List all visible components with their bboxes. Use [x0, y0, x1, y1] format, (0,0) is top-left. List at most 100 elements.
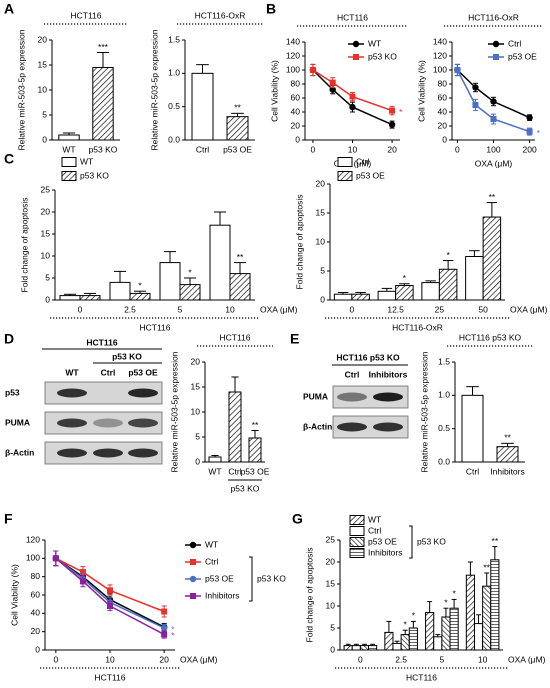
y-tick-label: 10 [41, 250, 51, 260]
group-label: HCT116 [94, 672, 125, 682]
marker [472, 84, 479, 91]
bar [208, 456, 222, 463]
bar [248, 437, 262, 463]
marker [490, 98, 497, 105]
y-axis-label: Relative miR-503-5p expression [169, 351, 179, 472]
marker [349, 103, 356, 111]
y-tick-label: 0 [295, 134, 300, 144]
bar [129, 292, 151, 301]
y-axis-label: Cell Viability (%) [9, 564, 19, 626]
x-tick-label: Inhibitors [490, 466, 525, 476]
x-tick-label: 20 [387, 144, 397, 154]
bar [351, 293, 370, 301]
significance: *** [98, 42, 109, 52]
x-tick-label: 2.5 [395, 654, 407, 664]
x-tick-label: 0 [455, 144, 460, 154]
y-tick-label: 80 [31, 571, 41, 581]
significance: * [171, 631, 175, 641]
chart-title: HCT116 [219, 332, 250, 342]
legend-marker [189, 575, 197, 583]
chart-title: HCT116-OxR [468, 12, 519, 22]
bar [226, 116, 249, 141]
series-line [55, 557, 165, 636]
x-tick-label: p53 KO [89, 144, 118, 154]
legend-label: p53 OE [356, 170, 385, 180]
legend-label: WT [368, 38, 381, 48]
group-label: HCT116 [139, 322, 170, 332]
significance: * [188, 267, 192, 277]
y-tick-label: 120 [286, 50, 300, 60]
y-tick-label: 20 [316, 178, 326, 188]
x-tick-label: 10 [105, 654, 115, 664]
legend-swatch [349, 515, 365, 525]
bar [92, 67, 114, 141]
legend-marker [352, 40, 360, 48]
y-tick-label: 10 [326, 600, 336, 610]
y-tick-label: 100 [433, 64, 447, 74]
legend-swatch [337, 157, 353, 167]
blot-band [337, 422, 367, 432]
blot-row-label: β-Actin [5, 447, 34, 457]
panel-label: D [4, 331, 14, 347]
panel-label: A [4, 1, 14, 17]
blot-column: Ctrl [345, 369, 360, 379]
blot-band [373, 392, 403, 402]
panel-label: E [290, 331, 299, 347]
y-tick-label: 0 [330, 644, 335, 654]
y-tick-label: 0.0 [168, 134, 180, 144]
x-tick-label: 100 [486, 144, 500, 154]
panel-label: F [4, 511, 13, 527]
x-axis-label: OXA (μM) [260, 304, 298, 314]
legend-marker [189, 541, 197, 549]
legend-label: p53 OE [508, 51, 537, 61]
blot-band [93, 448, 123, 458]
blot-row-label: PUMA [5, 417, 30, 427]
y-tick-label: 0.5 [438, 423, 450, 433]
y-tick-label: 0 [35, 644, 40, 654]
marker [490, 116, 497, 122]
x-tick-label: 10 [225, 304, 235, 314]
marker [454, 67, 461, 73]
x-tick-label: 5 [440, 654, 445, 664]
significance: ** [252, 420, 259, 430]
x-tick-label: 0 [78, 304, 83, 314]
blot-band [128, 418, 158, 428]
bar [228, 391, 242, 463]
chart-title: HCT116 [337, 12, 368, 22]
bar [59, 295, 81, 301]
bar [395, 285, 414, 301]
significance: * [446, 250, 450, 260]
x-tick-label: Ctrl [466, 466, 479, 476]
significance: * [452, 589, 456, 599]
y-tick-label: 40 [438, 106, 448, 116]
x-tick-label: 5 [178, 304, 183, 314]
x-tick-label: WT [62, 144, 75, 154]
blot-band [128, 448, 158, 458]
x-tick-label: 20 [159, 654, 169, 664]
legend-label: Ctrl [356, 156, 369, 166]
y-tick-label: 20 [191, 356, 201, 366]
marker [79, 578, 86, 585]
blot-column: Ctrl [101, 367, 116, 377]
y-tick-label: 80 [291, 78, 301, 88]
y-tick-label: 80 [438, 78, 448, 88]
y-axis-label: Relative miR-503-5p expression [16, 29, 26, 150]
blot-band [57, 388, 87, 398]
bar [465, 574, 475, 651]
y-tick-label: 25 [326, 534, 336, 544]
bar [384, 631, 394, 651]
y-tick-label: 15 [326, 578, 336, 588]
x-tick-label: Ctrl [196, 144, 209, 154]
legend-marker [493, 54, 499, 60]
blot-band [93, 418, 123, 428]
x-tick-label: 0 [358, 654, 363, 664]
x-tick-label: 0 [350, 304, 355, 314]
significance: * [537, 128, 541, 138]
bar [79, 295, 101, 301]
blot-row-label: β-Actin [303, 421, 332, 431]
y-axis-label: Relative miR-503-5p expression [419, 351, 429, 472]
marker [161, 608, 168, 615]
bar [441, 616, 451, 651]
series-line [456, 69, 530, 133]
